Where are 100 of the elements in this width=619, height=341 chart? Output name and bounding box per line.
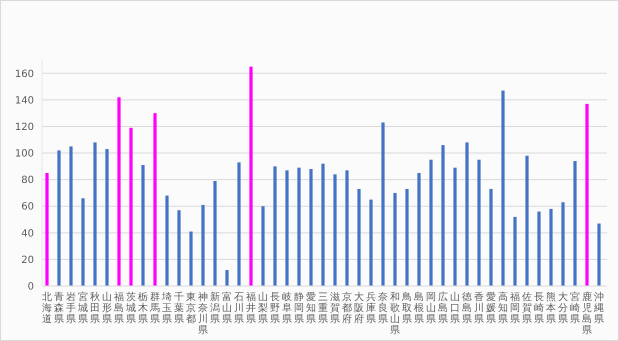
bar bbox=[45, 173, 49, 286]
bar bbox=[417, 173, 421, 286]
x-tick-label: 島根県 bbox=[414, 291, 424, 325]
x-tick-label: 三重県 bbox=[318, 292, 328, 325]
x-tick-label: 栃木県 bbox=[138, 291, 148, 325]
y-tick-label: 140 bbox=[14, 95, 34, 106]
bar bbox=[57, 150, 61, 286]
x-tick-label: 和歌山県 bbox=[390, 291, 400, 336]
x-tick-label: 富山県 bbox=[222, 291, 232, 325]
x-tick-label: 秋田県 bbox=[90, 291, 100, 325]
bar bbox=[489, 188, 493, 286]
bar bbox=[285, 170, 289, 286]
x-tick-label: 福井県 bbox=[246, 291, 256, 325]
bar bbox=[525, 156, 529, 286]
x-tick-label: 兵庫県 bbox=[366, 291, 376, 325]
bar bbox=[513, 216, 517, 286]
x-tick-label: 宮城県 bbox=[77, 291, 88, 325]
x-tick-label: 徳島県 bbox=[462, 292, 472, 325]
y-tick-label: 120 bbox=[14, 122, 34, 133]
bar bbox=[573, 161, 577, 286]
bar bbox=[297, 168, 301, 286]
x-tick-label: 福島県 bbox=[114, 291, 124, 325]
bar bbox=[225, 270, 229, 286]
bar bbox=[477, 160, 481, 286]
bar bbox=[261, 206, 265, 286]
x-tick-label: 長野県 bbox=[270, 292, 280, 325]
x-tick-label: 山口県 bbox=[450, 291, 460, 325]
x-tick-label: 山形県 bbox=[102, 291, 112, 325]
x-tick-label: 東京都 bbox=[186, 291, 196, 325]
x-tick-label: 長崎県 bbox=[534, 292, 544, 325]
x-tick-label: 福岡県 bbox=[510, 291, 520, 325]
bar bbox=[537, 212, 541, 286]
bar bbox=[189, 231, 193, 286]
bar bbox=[105, 149, 109, 286]
x-tick-label: 熊本県 bbox=[546, 291, 556, 325]
x-tick-label: 神奈川県 bbox=[198, 291, 208, 336]
x-tick-label: 北海道 bbox=[42, 291, 52, 325]
y-tick-label: 160 bbox=[14, 68, 34, 80]
bar bbox=[129, 128, 133, 286]
x-tick-label: 奈良県 bbox=[378, 292, 388, 325]
bar bbox=[549, 208, 553, 286]
x-tick-label: 石川県 bbox=[234, 292, 244, 325]
x-tick-label: 群馬県 bbox=[149, 291, 160, 325]
x-tick-label: 高知県 bbox=[498, 291, 508, 325]
bar bbox=[69, 146, 73, 286]
x-tick-label: 岩手県 bbox=[66, 291, 76, 325]
y-tick-label: 60 bbox=[21, 202, 34, 213]
bar bbox=[237, 162, 241, 286]
x-tick-label: 新潟県 bbox=[210, 291, 220, 325]
x-tick-label: 宮崎県 bbox=[570, 291, 580, 325]
x-tick-label: 愛媛県 bbox=[486, 291, 496, 325]
bar bbox=[345, 170, 349, 286]
bar bbox=[597, 224, 601, 286]
bar bbox=[117, 97, 121, 286]
bar bbox=[213, 180, 217, 286]
bar bbox=[81, 198, 85, 286]
y-tick-label: 40 bbox=[21, 228, 34, 240]
bar bbox=[333, 174, 337, 286]
x-tick-label: 岐阜県 bbox=[282, 291, 292, 325]
bar bbox=[165, 196, 169, 286]
bar bbox=[585, 104, 589, 286]
x-tick-label: 千葉県 bbox=[174, 291, 184, 325]
bar bbox=[429, 160, 433, 286]
x-tick-label: 佐賀県 bbox=[522, 292, 532, 325]
bar bbox=[465, 142, 469, 286]
y-tick-label: 20 bbox=[21, 254, 34, 266]
x-tick-label: 滋賀県 bbox=[330, 291, 340, 325]
bar bbox=[249, 66, 253, 286]
x-tick-label: 鳥取県 bbox=[401, 291, 412, 325]
x-tick-label: 静岡県 bbox=[294, 291, 304, 325]
bar bbox=[393, 192, 397, 286]
x-tick-label: 埼玉県 bbox=[161, 291, 172, 325]
bar bbox=[309, 169, 313, 286]
bar bbox=[357, 188, 361, 286]
bar bbox=[441, 145, 445, 286]
x-tick-label: 岡山県 bbox=[426, 292, 436, 325]
y-tick-label: 100 bbox=[14, 148, 34, 160]
bar bbox=[405, 188, 409, 286]
x-tick-label: 大分県 bbox=[558, 291, 568, 325]
x-tick-label: 山梨県 bbox=[258, 291, 268, 325]
y-tick-label: 0 bbox=[28, 282, 34, 292]
x-tick-label: 茨城県 bbox=[125, 291, 136, 325]
x-tick-label: 鹿児島県 bbox=[582, 291, 592, 336]
bar bbox=[153, 113, 157, 286]
bar bbox=[273, 166, 277, 286]
x-tick-label: 大阪府 bbox=[354, 291, 364, 325]
bar bbox=[369, 200, 373, 286]
bar bbox=[177, 210, 181, 286]
bar bbox=[321, 164, 325, 286]
bar bbox=[93, 142, 97, 286]
x-tick-label: 京都府 bbox=[342, 291, 352, 325]
bar bbox=[201, 204, 205, 286]
x-tick-label: 沖縄県 bbox=[593, 291, 604, 325]
bar bbox=[381, 122, 385, 286]
bar bbox=[453, 168, 457, 286]
x-tick-label: 青森県 bbox=[54, 291, 64, 325]
x-tick-label: 愛知県 bbox=[306, 291, 316, 325]
x-tick-label: 香川県 bbox=[474, 291, 484, 325]
bar bbox=[141, 165, 145, 286]
bar bbox=[561, 202, 565, 286]
